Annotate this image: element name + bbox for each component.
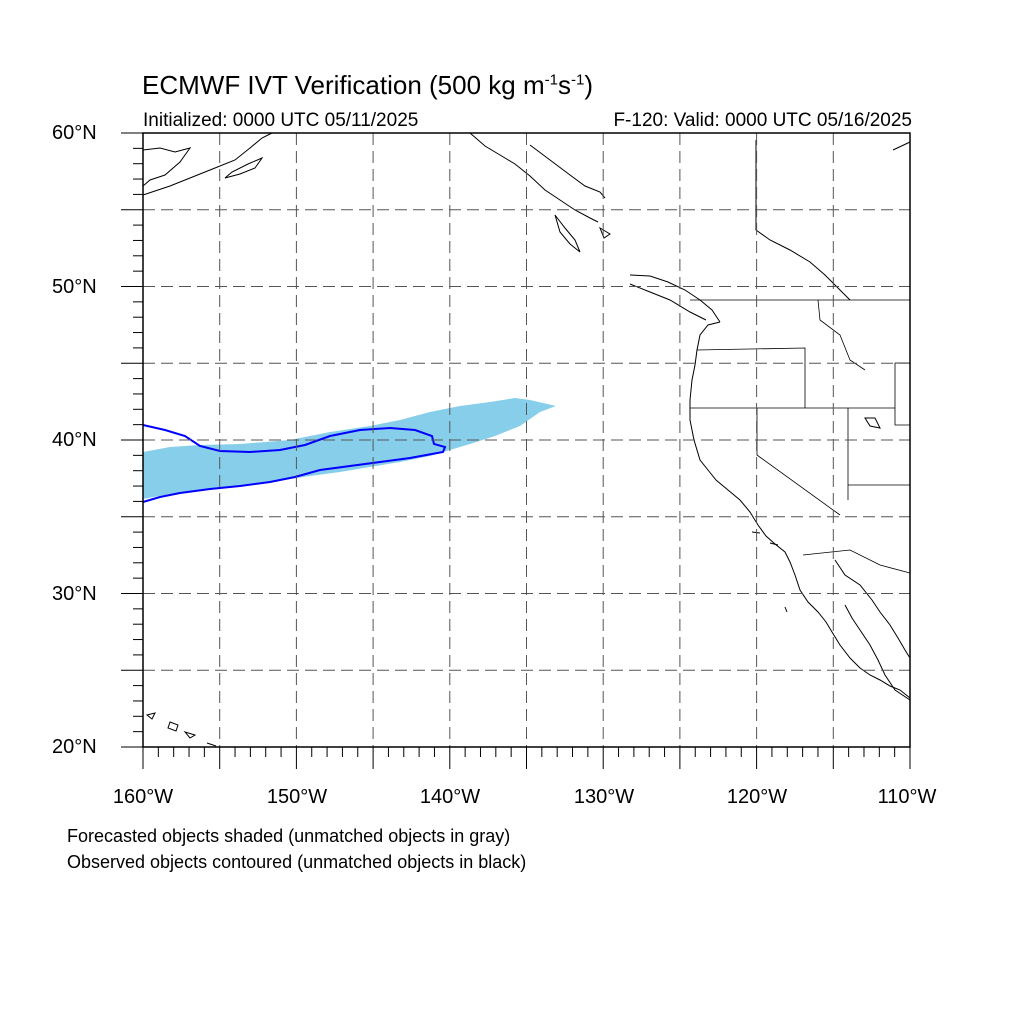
observed-ivt-contour <box>142 424 447 503</box>
lat-label-60: 60°N <box>52 122 97 144</box>
lon-label-110w: 110°W <box>877 786 937 808</box>
forecast-legend-note: Forecasted objects shaded (unmatched obj… <box>67 826 511 846</box>
lat-label-30: 30°N <box>52 583 97 605</box>
lat-label-40: 40°N <box>52 429 97 451</box>
lon-label-130w: 130°W <box>573 786 635 808</box>
graticule <box>143 133 910 747</box>
observed-legend-note: Observed objects contoured (unmatched ob… <box>67 852 527 872</box>
map-frame <box>142 132 911 748</box>
lon-label-140w: 140°W <box>419 786 481 808</box>
lat-label-50: 50°N <box>52 276 97 298</box>
axis-ticks <box>121 132 911 769</box>
lon-label-120w: 120°W <box>726 786 788 808</box>
lon-label-160w: 160°W <box>112 786 174 808</box>
forecast-ivt-object <box>143 398 556 499</box>
coastline-group <box>142 132 911 747</box>
valid-time-label: F-120: Valid: 0000 UTC 05/16/2025 <box>613 110 912 131</box>
map-title: ECMWF IVT Verification (500 kg m-1s-1) <box>142 70 593 100</box>
lat-label-20: 20°N <box>52 736 97 758</box>
lon-label-150w: 150°W <box>266 786 328 808</box>
political-borders <box>690 299 911 574</box>
init-time-label: Initialized: 0000 UTC 05/11/2025 <box>143 110 419 131</box>
